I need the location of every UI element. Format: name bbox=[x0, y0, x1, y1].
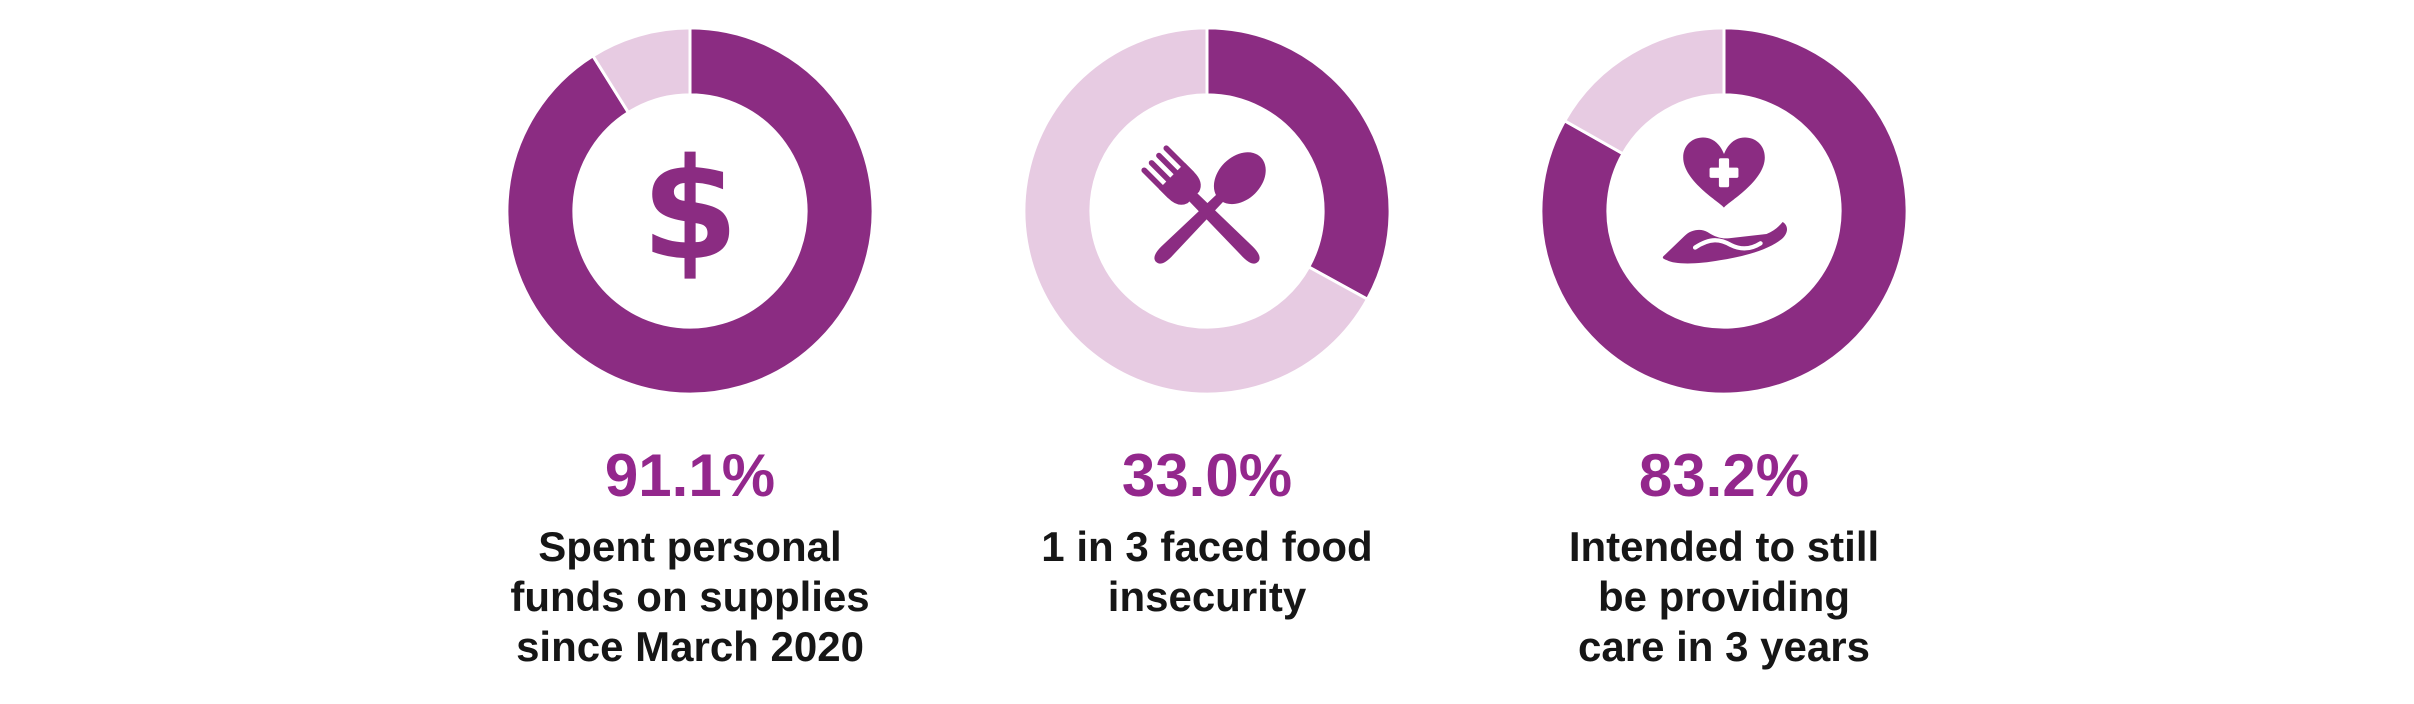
stat-caption: Spent personal funds on supplies since M… bbox=[510, 523, 870, 670]
donut-providing-care bbox=[1537, 24, 1911, 398]
donut-center-icon-area bbox=[1537, 24, 1911, 398]
donut-remainder-segment bbox=[1022, 26, 1370, 396]
donut-chart-providing-care bbox=[1539, 26, 1909, 396]
donut-stats-row: $ 91.1% Spent personal funds on supplies… bbox=[480, 24, 1934, 672]
stat-percentage: 33.0% bbox=[1121, 442, 1293, 509]
donut-remainder-segment bbox=[1562, 26, 1726, 156]
donut-center-icon-area: $ bbox=[503, 24, 877, 398]
stat-caption: 1 in 3 faced food insecurity bbox=[1041, 523, 1373, 620]
donut-remainder-segment bbox=[590, 26, 692, 115]
dollar-sign-icon: $ bbox=[641, 129, 739, 292]
fork-and-spoon-icon bbox=[1141, 145, 1266, 264]
stat-food-insecurity: 33.0% 1 in 3 faced food insecurity bbox=[997, 24, 1417, 672]
donut-personal-funds: $ bbox=[503, 24, 877, 398]
donut-filled-segment bbox=[1205, 26, 1392, 302]
medical-plus-icon bbox=[1709, 158, 1739, 188]
hand-thumb-gap bbox=[1692, 238, 1763, 251]
donut-food-insecurity bbox=[1020, 24, 1394, 398]
stat-percentage: 91.1% bbox=[604, 442, 776, 509]
stat-personal-funds: $ 91.1% Spent personal funds on supplies… bbox=[480, 24, 900, 672]
donut-filled-segment bbox=[1539, 26, 1909, 396]
donut-chart-food-insecurity bbox=[1022, 26, 1392, 396]
stat-caption: Intended to still be providing care in 3… bbox=[1568, 523, 1880, 670]
donut-chart-personal-funds bbox=[505, 26, 875, 396]
heart-in-hand-icon bbox=[1662, 137, 1788, 264]
donut-center-icon-area bbox=[1020, 24, 1394, 398]
stat-providing-care: 83.2% Intended to still be providing car… bbox=[1514, 24, 1934, 672]
stat-percentage: 83.2% bbox=[1638, 442, 1810, 509]
donut-filled-segment bbox=[505, 26, 875, 396]
